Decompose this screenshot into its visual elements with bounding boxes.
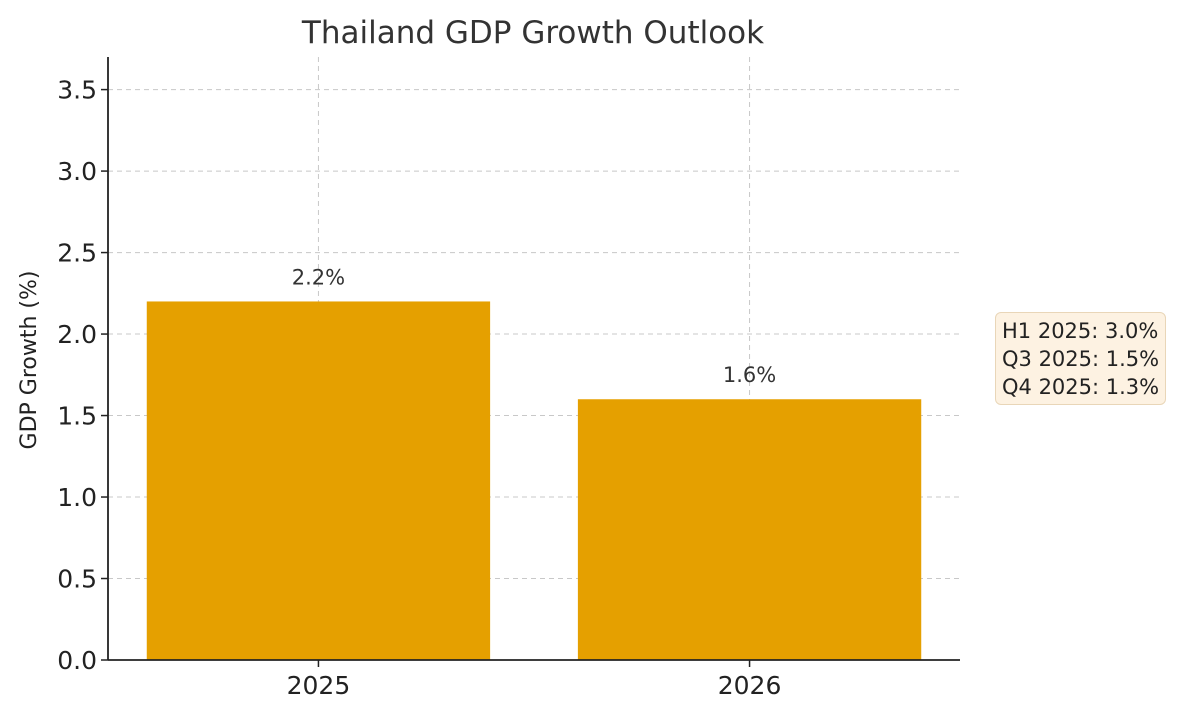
- ticks: 0.0 0.5 1.0 1.5 2.0 2.5 3.0 3.5 2025 2026: [57, 76, 781, 700]
- annotation-line: Q4 2025: 1.3%: [1002, 375, 1160, 399]
- y-tick-label: 1.5: [57, 402, 97, 431]
- y-tick-label: 0.0: [57, 646, 97, 675]
- x-tick-label: 2025: [287, 671, 351, 700]
- chart-title: Thailand GDP Growth Outlook: [301, 15, 764, 51]
- y-tick-label: 0.5: [57, 565, 97, 594]
- bar-data-label: 1.6%: [723, 363, 776, 387]
- annotation-line: H1 2025: 3.0%: [1002, 319, 1159, 343]
- y-tick-label: 2.0: [57, 320, 97, 349]
- data-labels: 2.2% 1.6%: [292, 265, 776, 387]
- bars: [146, 301, 922, 660]
- axes: [107, 57, 960, 661]
- y-tick-label: 3.5: [57, 76, 97, 105]
- y-tick-label: 3.0: [57, 157, 97, 186]
- y-tick-label: 1.0: [57, 483, 97, 512]
- bar: [577, 399, 922, 660]
- y-axis-label: GDP Growth (%): [17, 271, 42, 450]
- annotation-box: H1 2025: 3.0% Q3 2025: 1.5% Q4 2025: 1.3…: [995, 312, 1167, 405]
- x-tick-label: 2026: [718, 671, 782, 700]
- y-tick-label: 2.5: [57, 239, 97, 268]
- annotation-line: Q3 2025: 1.5%: [1002, 347, 1160, 371]
- bar-data-label: 2.2%: [292, 265, 345, 289]
- grid: [108, 57, 960, 660]
- bar: [146, 301, 491, 660]
